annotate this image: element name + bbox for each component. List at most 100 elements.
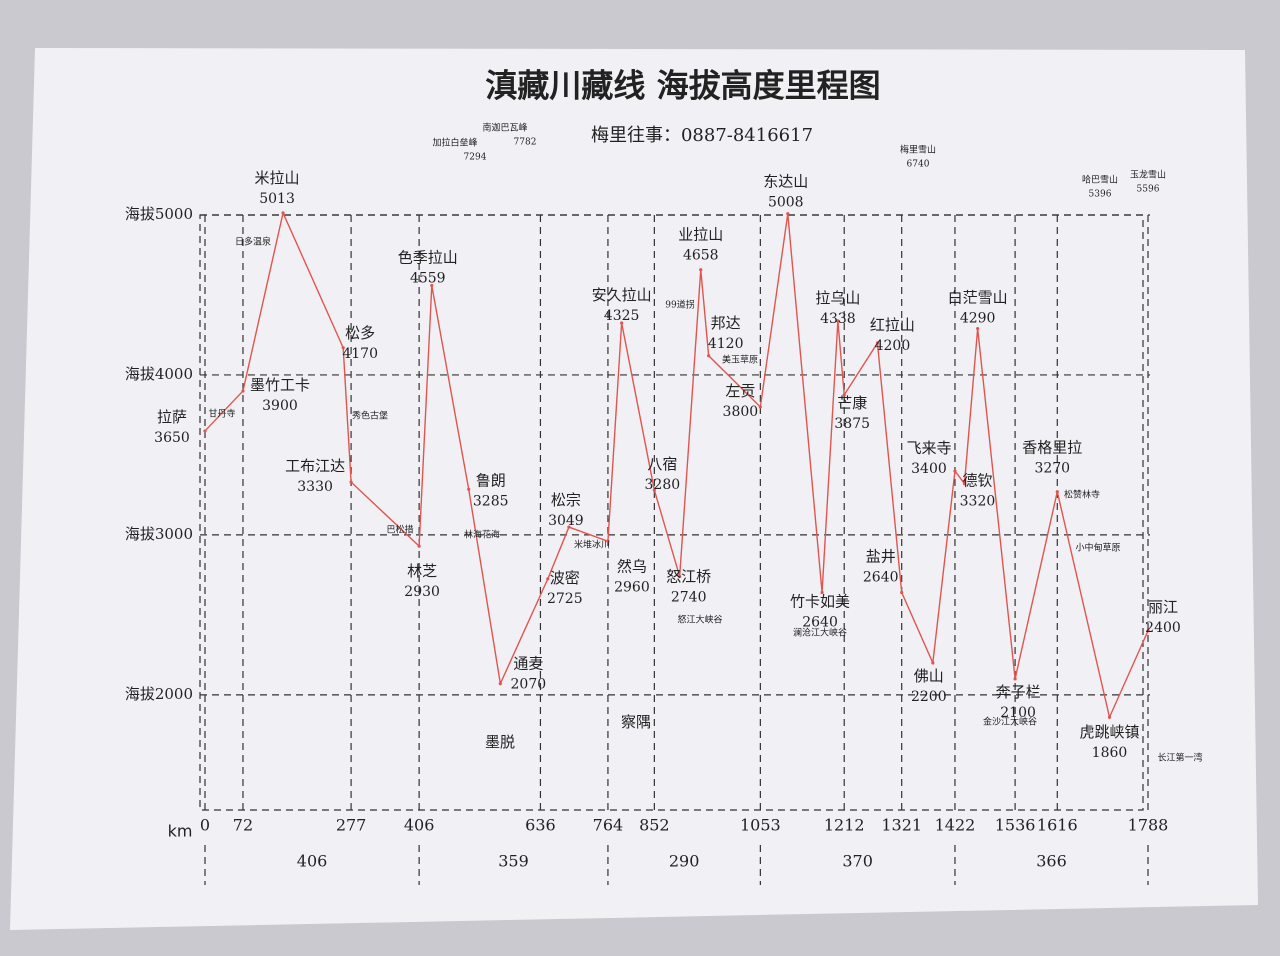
point <box>976 326 980 331</box>
point-value: 2400 <box>1145 620 1181 636</box>
point <box>786 212 790 216</box>
segment-length: 370 <box>842 852 873 871</box>
point-value: 2640 <box>802 614 838 630</box>
point-name: 芒康 <box>837 394 867 412</box>
x-tick-label: 636 <box>525 816 556 835</box>
point <box>652 488 656 492</box>
point-value: 4290 <box>960 311 996 327</box>
peak-elevation: 7782 <box>514 138 537 148</box>
point-value: 4200 <box>875 338 911 354</box>
point-name: 奔子栏 <box>996 683 1041 701</box>
point <box>678 574 682 579</box>
point-value: 3320 <box>960 494 996 510</box>
point-value: 5013 <box>259 191 295 207</box>
note: 金沙江大峡谷 <box>983 716 1037 728</box>
point-value: 2100 <box>1000 705 1036 721</box>
note: 林海花海 <box>464 529 500 541</box>
point-value: 4658 <box>683 248 719 264</box>
point <box>567 525 571 529</box>
peak-elevation: 5396 <box>1089 190 1112 200</box>
point-name: 飞来寺 <box>906 439 951 457</box>
x-tick-label: 1053 <box>740 816 781 835</box>
point <box>498 682 502 686</box>
x-tick-label: 852 <box>639 816 670 835</box>
point-name: 邦达 <box>711 314 741 332</box>
point-value: 2200 <box>911 689 947 705</box>
point-value: 4120 <box>708 336 744 352</box>
point-name: 盐井 <box>866 547 896 565</box>
x-tick-label: 72 <box>233 816 253 835</box>
segment-length: 366 <box>1036 852 1067 871</box>
point <box>820 590 824 595</box>
point-value: 4338 <box>820 311 856 327</box>
peak-elevation: 7294 <box>464 153 487 163</box>
y-tick-label: 海拔5000 <box>125 205 193 223</box>
point-value: 3900 <box>262 398 298 414</box>
point-name: 德钦 <box>962 472 992 490</box>
segment-length: 290 <box>669 852 700 871</box>
point <box>962 482 967 486</box>
point-name: 色季拉山 <box>398 249 458 267</box>
point <box>341 346 345 350</box>
point <box>875 341 880 345</box>
segment-length: 359 <box>498 852 529 871</box>
point-name: 白茫雪山 <box>948 289 1008 307</box>
note: 甘丹寺 <box>208 408 235 420</box>
point-value: 3280 <box>645 477 681 493</box>
point-value: 2740 <box>671 589 707 605</box>
segment-length: 406 <box>297 852 328 871</box>
note: 澜沧江大峡谷 <box>793 627 847 639</box>
point-name: 左贡 <box>725 382 755 400</box>
peak-elevation: 6740 <box>907 160 930 170</box>
point-value: 4559 <box>410 271 446 287</box>
point-name: 波密 <box>550 569 580 587</box>
point <box>699 268 703 272</box>
point-name: 林芝 <box>407 562 437 580</box>
point <box>417 544 421 548</box>
point <box>1055 490 1059 494</box>
point-name: 东达山 <box>763 173 808 191</box>
point-name: 拉乌山 <box>815 289 860 307</box>
point <box>430 283 434 288</box>
note: 美玉草原 <box>722 354 758 366</box>
x-tick-label: 764 <box>593 816 624 835</box>
point-name: 拉萨 <box>157 408 187 426</box>
point <box>1013 677 1017 681</box>
x-tick-label: 277 <box>336 816 367 835</box>
point-value: 2960 <box>614 579 650 595</box>
x-tick-label: 1321 <box>881 816 922 835</box>
point-value: 1860 <box>1092 745 1128 761</box>
point <box>842 393 846 397</box>
point-name: 虎跳峡镇 <box>1079 723 1139 741</box>
point-value: 2725 <box>547 591 583 607</box>
note: 松赞林寺 <box>1064 489 1100 501</box>
y-tick-label: 海拔3000 <box>125 525 193 543</box>
x-unit: km <box>168 822 193 841</box>
point-name: 竹卡如美 <box>790 592 850 610</box>
point-name: 鲁朗 <box>476 471 506 489</box>
point <box>836 319 840 323</box>
note: 秀色古堡 <box>352 410 388 422</box>
point-name: 业拉山 <box>678 226 723 244</box>
note: 99道拐 <box>665 299 694 311</box>
point-name: 红拉山 <box>870 316 915 334</box>
point-value: 4170 <box>342 346 378 362</box>
point <box>546 577 550 581</box>
point-name: 安久拉山 <box>592 286 652 304</box>
point-name: 怒江桥 <box>666 567 711 585</box>
peak-name: 加拉白垒峰 <box>432 137 477 149</box>
point <box>707 354 711 358</box>
elevation-line <box>204 210 1149 720</box>
x-tick-label: 1616 <box>1037 816 1078 835</box>
point-name: 香格里拉 <box>1022 439 1082 457</box>
peak-name: 梅里雪山 <box>900 144 936 156</box>
note: 日多温泉 <box>235 236 271 248</box>
point <box>900 590 904 595</box>
point-name: 墨竹工卡 <box>250 376 310 394</box>
point-value: 5008 <box>768 195 804 211</box>
note: 察隅 <box>621 713 651 731</box>
paper <box>10 48 1258 930</box>
note: 米堆冰川 <box>574 539 610 551</box>
point-name: 八宿 <box>647 455 677 473</box>
